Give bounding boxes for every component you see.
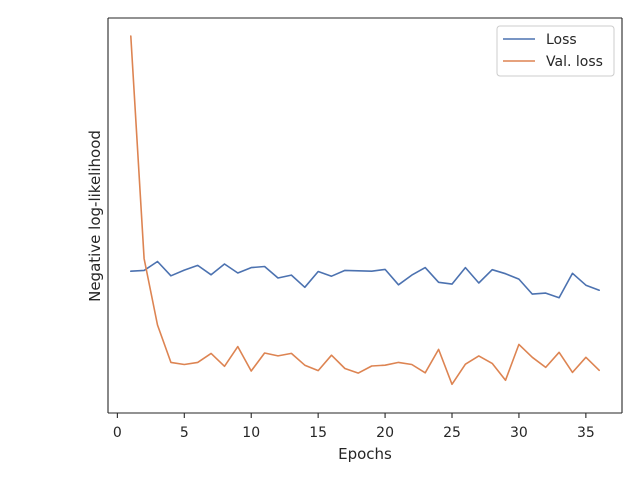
x-tick-label: 5 — [180, 425, 189, 441]
plot-area: 0 5 10 15 20 25 30 35 — [107, 17, 623, 441]
x-tick-label: 0 — [113, 425, 122, 441]
x-tick-label: 10 — [242, 425, 260, 441]
x-tick-label: 35 — [577, 425, 595, 441]
x-tick-label: 15 — [309, 425, 327, 441]
x-axis-label: Epochs — [338, 445, 392, 463]
legend-label-loss: Loss — [546, 32, 577, 48]
legend: Loss Val. loss — [496, 25, 615, 77]
x-tick-label: 25 — [443, 425, 461, 441]
x-tick-label: 20 — [376, 425, 394, 441]
series-layer — [130, 35, 601, 386]
series-line-loss — [130, 260, 601, 299]
x-tick-label: 30 — [510, 425, 528, 441]
legend-label-val-loss: Val. loss — [546, 54, 603, 70]
series-line-val-loss — [130, 35, 601, 386]
y-axis-label: Negative log-likelihood — [86, 130, 104, 302]
x-ticks: 0 5 10 15 20 25 30 35 — [113, 413, 595, 441]
